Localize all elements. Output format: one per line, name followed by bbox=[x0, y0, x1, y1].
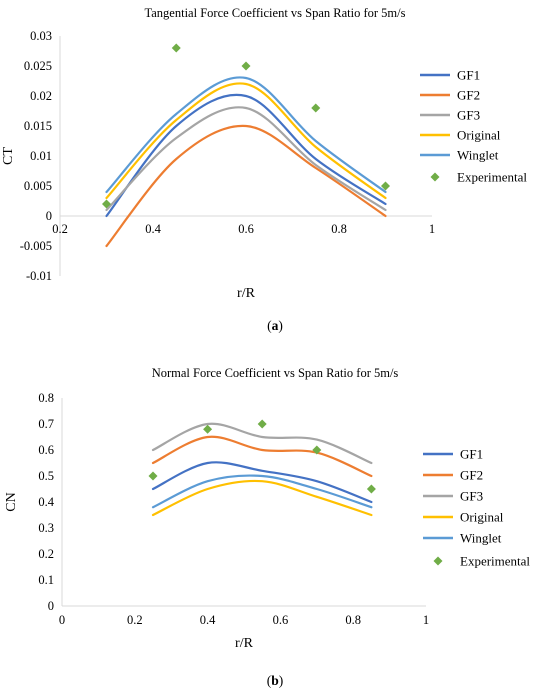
legend-label-experimental: Experimental bbox=[457, 170, 527, 185]
experimental-point bbox=[241, 61, 251, 71]
series-line-gf1 bbox=[105, 93, 387, 218]
y-tick-label: 0.1 bbox=[38, 573, 54, 587]
series-line-gf2 bbox=[151, 435, 373, 478]
y-axis-label: CT bbox=[1, 147, 16, 165]
x-axis-label: r/R bbox=[235, 636, 254, 651]
x-tick-label: 0.4 bbox=[145, 222, 161, 236]
y-tick-label: 0.4 bbox=[38, 495, 54, 509]
x-tick-label: 0.2 bbox=[52, 222, 68, 236]
x-tick-label: 1 bbox=[429, 222, 435, 236]
y-tick-label: 0.02 bbox=[30, 89, 52, 103]
y-tick-label: 0.3 bbox=[38, 521, 54, 535]
series-line-winglet bbox=[151, 474, 373, 509]
experimental-point bbox=[171, 43, 181, 53]
series-line-gf2 bbox=[105, 124, 387, 248]
x-tick-label: 0.8 bbox=[331, 222, 347, 236]
chart-2: Normal Force Coefficient vs Span Ratio f… bbox=[4, 366, 530, 688]
legend-label-gf3: GF3 bbox=[460, 489, 483, 504]
legend-label-original: Original bbox=[457, 128, 501, 143]
legend-label-winglet: Winglet bbox=[457, 148, 499, 163]
experimental-point bbox=[311, 103, 321, 113]
legend-label-gf2: GF2 bbox=[460, 468, 483, 483]
chart-title: Tangential Force Coefficient vs Span Rat… bbox=[145, 6, 406, 20]
experimental-point bbox=[148, 471, 158, 481]
y-tick-label: 0.015 bbox=[24, 119, 52, 133]
y-tick-label: 0.7 bbox=[38, 417, 54, 431]
experimental-point bbox=[203, 424, 213, 434]
figure-caption: (b) bbox=[267, 673, 284, 688]
legend-label-original: Original bbox=[460, 510, 504, 525]
experimental-point bbox=[366, 484, 376, 494]
y-tick-label: 0.03 bbox=[30, 29, 52, 43]
legend-label-gf2: GF2 bbox=[457, 88, 480, 103]
series-line-gf1 bbox=[151, 461, 373, 504]
chart-title: Normal Force Coefficient vs Span Ratio f… bbox=[152, 366, 399, 380]
y-axis-label: CN bbox=[4, 492, 19, 511]
legend-label-experimental: Experimental bbox=[460, 554, 530, 569]
y-tick-label: 0.025 bbox=[24, 59, 52, 73]
series-line-original bbox=[105, 82, 387, 200]
series-line-gf3 bbox=[151, 422, 373, 465]
experimental-point bbox=[257, 419, 267, 429]
y-tick-label: 0.2 bbox=[38, 547, 54, 561]
legend-label-gf3: GF3 bbox=[457, 108, 480, 123]
legend-swatch-experimental bbox=[433, 556, 443, 566]
series-line-original bbox=[151, 479, 373, 517]
x-tick-label: 1 bbox=[423, 613, 429, 627]
x-tick-label: 0.2 bbox=[127, 613, 143, 627]
series-line-winglet bbox=[105, 76, 387, 194]
figure-caption: (a) bbox=[267, 318, 283, 333]
legend-label-gf1: GF1 bbox=[460, 447, 483, 462]
chart-1: Tangential Force Coefficient vs Span Rat… bbox=[1, 6, 527, 333]
legend: GF1 GF2 GF3 Original Winglet Experimental bbox=[420, 68, 527, 185]
x-tick-label: 0.6 bbox=[238, 222, 254, 236]
y-tick-label: 0.6 bbox=[38, 443, 54, 457]
series-line-gf3 bbox=[105, 106, 387, 212]
legend-label-gf1: GF1 bbox=[457, 68, 480, 83]
experimental-point bbox=[102, 199, 111, 209]
legend: GF1 GF2 GF3 Original Winglet Experimental bbox=[423, 447, 530, 569]
legend-label-winglet: Winglet bbox=[460, 531, 502, 546]
y-tick-label: 0 bbox=[46, 209, 52, 223]
y-tick-label: 0.01 bbox=[30, 149, 52, 163]
y-tick-label: 0.5 bbox=[38, 469, 54, 483]
x-axis-label: r/R bbox=[237, 286, 256, 301]
y-tick-label: 0.8 bbox=[38, 391, 54, 405]
y-tick-label: 0.005 bbox=[24, 179, 52, 193]
experimental-point bbox=[381, 181, 390, 191]
experimental-point bbox=[312, 445, 322, 455]
x-tick-label: 0.6 bbox=[273, 613, 289, 627]
y-tick-label: 0 bbox=[48, 599, 54, 613]
x-tick-label: 0.4 bbox=[200, 613, 216, 627]
y-tick-label: -0.01 bbox=[26, 269, 52, 283]
x-tick-label: 0.8 bbox=[345, 613, 361, 627]
legend-swatch-experimental bbox=[430, 172, 440, 182]
x-tick-label: 0 bbox=[59, 613, 65, 627]
y-tick-label: -0.005 bbox=[20, 239, 52, 253]
